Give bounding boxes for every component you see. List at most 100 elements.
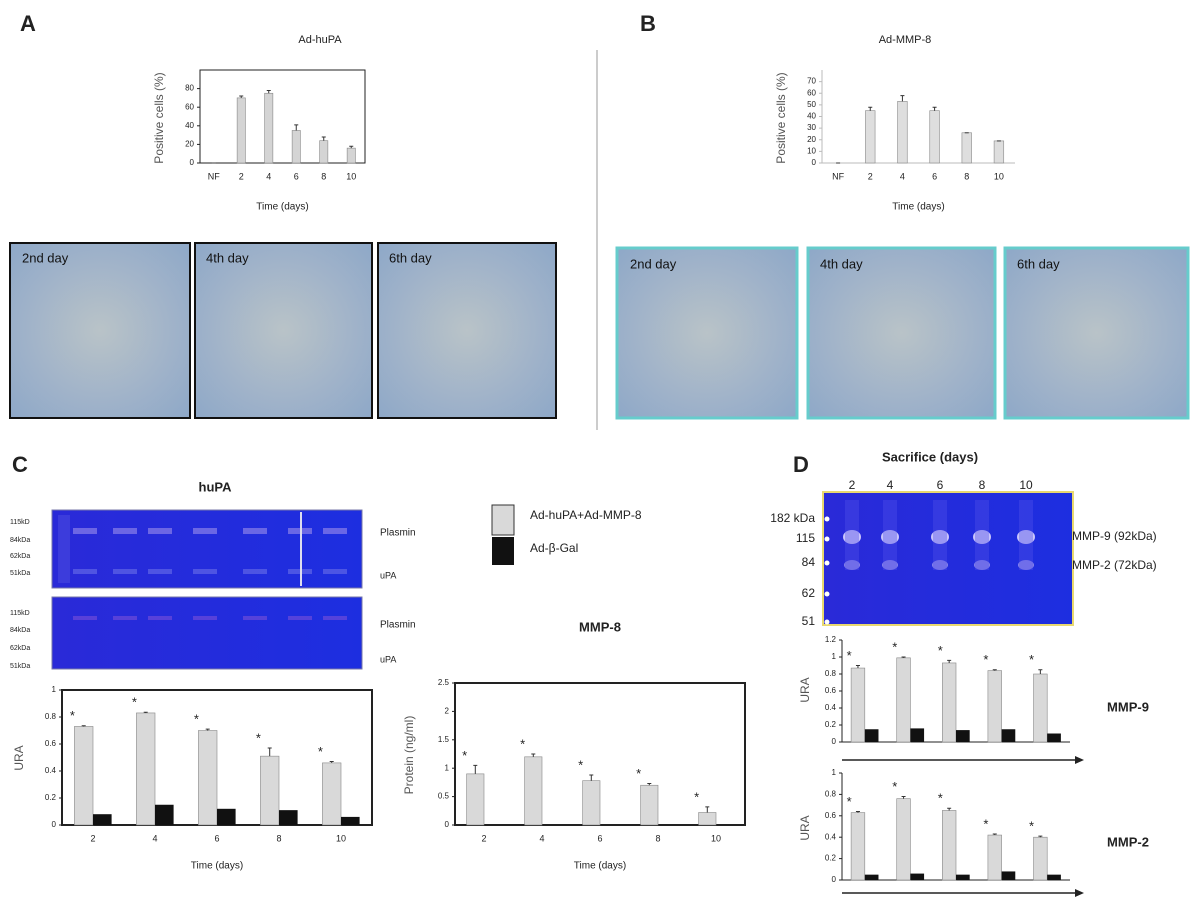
x-tick-label: 8 [276,833,281,843]
x-tick-label: 4 [152,833,157,843]
x-axis-label: Time (days) [191,861,243,872]
marker-label: 182 kDa [770,511,815,525]
error-bar [705,806,710,813]
y-tick-label: 0 [832,875,837,884]
gel-band [844,560,860,570]
error-bar [473,764,478,774]
y-tick-label: 0.2 [45,793,57,802]
error-bar [239,95,244,98]
bar [74,726,94,826]
gel [822,491,1074,626]
micrograph-label: 6th day [389,250,432,265]
bar [136,712,156,826]
error-bar [992,669,997,671]
gel-smear [975,500,989,570]
gel-band [931,530,949,544]
bar [910,728,925,742]
chart-title: MMP-2 [1107,834,1149,849]
y-tick-label: 0 [52,820,57,829]
gel-title: huPA [199,479,233,494]
x-tick-label: 8 [655,833,660,843]
bar [865,110,876,164]
y-tick-label: 0.6 [825,811,837,820]
gel-band [243,528,267,534]
y-tick-label: 0.4 [825,703,837,712]
gel-band [73,569,97,574]
bar [260,755,280,826]
x-tick-label: 4 [900,171,905,181]
x-tick-label: 8 [964,171,969,181]
significance-mark: * [892,639,897,654]
gel-smear [1019,500,1033,570]
y-tick-label: 2 [445,707,450,716]
micrograph [615,246,799,420]
marker-label: 62kDa [10,553,30,560]
significance-mark: * [256,730,261,745]
band-label: uPA [380,654,396,664]
significance-mark: * [462,748,467,763]
error-bar [143,711,148,713]
panel-label: B [640,11,656,36]
y-tick-label: 0.5 [438,792,450,801]
x-tick-label: 6 [214,833,219,843]
error-bar [531,753,536,757]
bar [956,874,970,880]
bar [236,97,246,164]
x-tick-label: 10 [711,833,721,843]
gel-band [243,616,267,620]
significance-mark: * [520,736,525,751]
lane-label: 10 [1019,478,1033,492]
y-tick-label: 0.2 [825,720,837,729]
bar [524,756,543,826]
significance-mark: * [1029,819,1034,834]
x-tick-label: 10 [994,171,1004,181]
gel-band [323,569,347,574]
legend-label: Ad-β-Gal [530,541,578,555]
x-tick-label: 6 [932,171,937,181]
gel-band [323,616,347,620]
bar [910,873,925,880]
error-bar [205,728,210,731]
significance-mark: * [194,712,199,727]
gel-band [73,616,97,620]
gel-band [882,560,898,570]
y-tick-label: 0 [832,737,837,746]
error-bar [267,747,272,757]
significance-mark: * [847,648,852,663]
y-tick-label: 1 [52,685,57,694]
x-tick-label: 4 [539,833,544,843]
gel-smear [933,500,947,570]
bar [1001,871,1016,880]
error-bar [647,783,652,786]
band-label: MMP-2 (72kDa) [1072,558,1157,572]
error-bar [329,761,334,763]
y-tick-label: 20 [185,140,194,149]
lane-label: 4 [887,478,894,492]
bar [698,812,717,826]
y-tick-label: 50 [807,100,816,109]
gel-band [323,528,347,534]
micrograph [377,242,557,419]
marker-label: 84kDa [10,627,30,634]
gel-band [148,569,172,574]
significance-mark: * [983,652,988,667]
y-tick-label: 60 [185,102,194,111]
x-tick-label: 4 [266,171,271,181]
bar [961,132,972,164]
marker-label: 84 [802,555,816,569]
y-tick-label: 1 [445,763,450,772]
bar [1033,836,1048,881]
x-tick-label: 6 [294,171,299,181]
y-axis-label: URA [12,745,26,770]
micrographs-b: 2nd day 4th day 6th day [615,246,1190,420]
error-bar [901,796,906,799]
y-axis-label: Protein (ng/ml) [402,716,416,795]
bar [93,814,112,825]
band-label: MMP-9 (92kDa) [1072,529,1157,543]
y-tick-label: 0.2 [825,854,837,863]
y-axis-label: Positive cells (%) [774,72,788,163]
bar [1001,729,1016,742]
bar [466,773,485,826]
error-bar [992,833,997,836]
x-tick-label: 2 [868,171,873,181]
